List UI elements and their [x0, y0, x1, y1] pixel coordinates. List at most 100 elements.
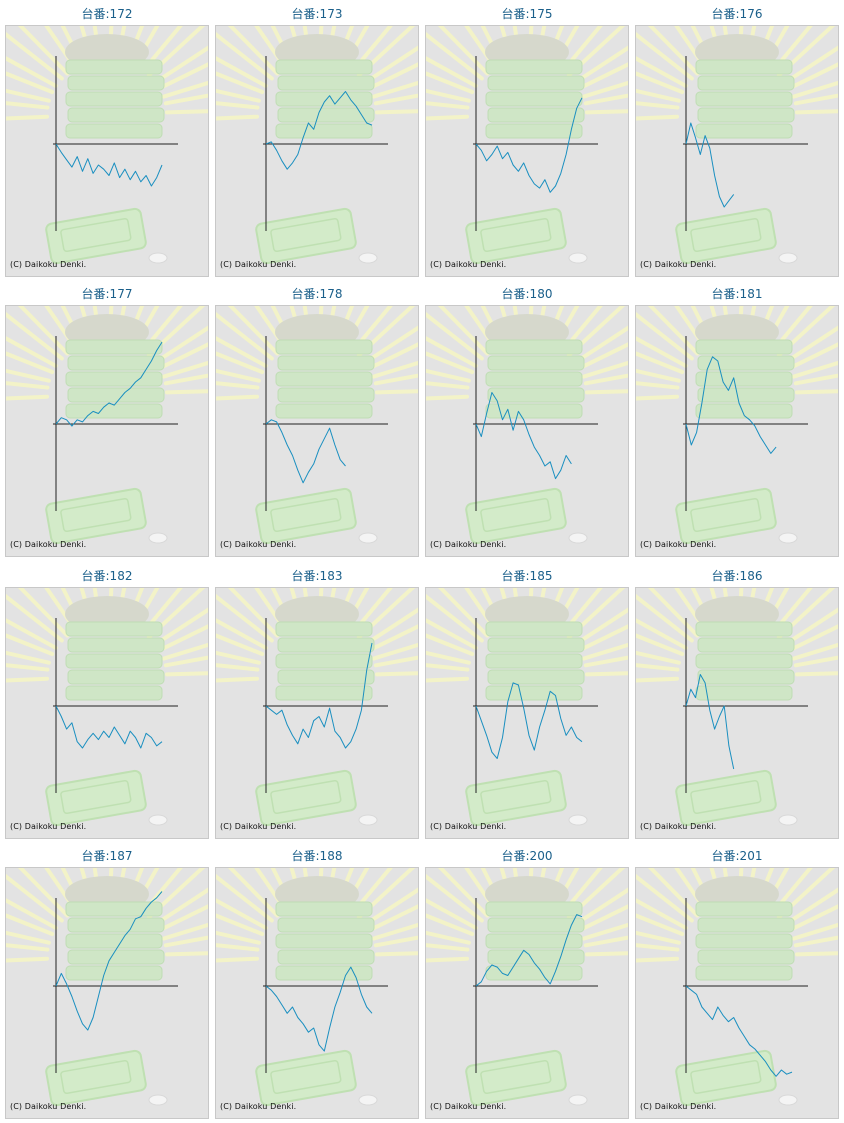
sunburst-ray — [6, 71, 55, 95]
sunburst-ray — [6, 956, 50, 963]
chart-card: 台番:183 (C) Daikoku Denki. — [215, 564, 419, 840]
chart-title[interactable]: 台番:186 — [711, 569, 763, 583]
background-illustration — [636, 306, 838, 545]
series-line — [685, 985, 793, 1077]
tray-stack-shape — [67, 637, 165, 653]
sunburst-ray — [783, 45, 838, 85]
sunburst-ray — [636, 874, 694, 923]
chart-title[interactable]: 台番:177 — [81, 287, 133, 301]
chart-title[interactable]: 台番:185 — [501, 569, 553, 583]
chart-card: 台番:180 (C) Daikoku Denki. — [425, 282, 629, 558]
tray-stack-shape — [695, 59, 793, 75]
line-chart — [683, 56, 808, 231]
coin-shape — [148, 814, 168, 826]
chart-panel: (C) Daikoku Denki. — [215, 305, 419, 557]
sunburst-ray — [636, 56, 688, 88]
bottom-tray-inner — [480, 780, 552, 815]
sunburst-ray — [6, 650, 51, 665]
sunburst-ray — [573, 45, 628, 85]
chart-title[interactable]: 台番:188 — [291, 849, 343, 863]
tray-stack-shape — [65, 339, 163, 355]
tray-stack-shape — [275, 933, 373, 949]
tray-stack-shape — [67, 355, 165, 371]
bottom-tray-shape — [255, 487, 357, 545]
sunburst-ray — [584, 671, 628, 677]
chart-title[interactable]: 台番:183 — [291, 569, 343, 583]
sunburst-ray — [426, 594, 484, 643]
sunburst-ray — [636, 913, 685, 937]
chart-title[interactable]: 台番:201 — [711, 849, 763, 863]
background-illustration — [216, 26, 418, 265]
bottom-tray-shape — [675, 769, 777, 827]
bottom-tray-shape — [675, 487, 777, 545]
tray-stack-shape — [485, 123, 583, 139]
bottom-tray-inner — [270, 780, 342, 815]
series-line — [475, 914, 583, 987]
sunburst-ray — [636, 676, 680, 683]
sunburst-ray — [636, 336, 688, 368]
tray-stack-shape — [275, 403, 373, 419]
tray-stack-shape — [67, 75, 165, 91]
chart-panel: (C) Daikoku Denki. — [5, 305, 209, 557]
line-chart — [263, 898, 388, 1073]
sunburst-ray — [153, 325, 208, 365]
sunburst-ray — [6, 368, 51, 383]
tray-stack-shape — [275, 621, 373, 637]
sunburst-ray — [6, 336, 58, 368]
tray-stack-shape — [697, 107, 795, 123]
tray-stack-shape — [695, 653, 793, 669]
sunburst-ray — [793, 93, 838, 106]
tray-stack-shape — [697, 669, 795, 685]
sunburst-ray — [791, 642, 838, 661]
sunburst-ray — [426, 874, 484, 923]
tray-stack-shape — [277, 949, 375, 965]
tray-stack-shape — [487, 355, 585, 371]
sunburst-ray — [426, 368, 471, 383]
chart-title[interactable]: 台番:182 — [81, 569, 133, 583]
chart-title[interactable]: 台番:178 — [291, 287, 343, 301]
chart-title[interactable]: 台番:175 — [501, 7, 553, 21]
bottom-tray-inner — [690, 780, 762, 815]
sunburst-ray — [216, 394, 260, 401]
sunburst-ray — [373, 935, 418, 948]
sunburst-ray — [227, 868, 280, 918]
sunburst-ray — [426, 676, 470, 683]
sunburst-ray — [583, 655, 628, 668]
sunburst-ray — [157, 624, 208, 653]
bottom-tray-inner — [60, 780, 132, 815]
background-illustration — [636, 588, 838, 827]
chart-card: 台番:182 (C) Daikoku Denki. — [5, 564, 209, 840]
chart-panel: (C) Daikoku Denki. — [5, 25, 209, 277]
sunburst-ray — [647, 306, 700, 356]
sunburst-ray — [636, 394, 680, 401]
chart-title[interactable]: 台番:173 — [291, 7, 343, 21]
sunburst-ray — [647, 588, 700, 638]
sunburst-ray — [636, 594, 694, 643]
tray-stack-shape — [275, 901, 373, 917]
sunburst-ray — [577, 342, 628, 371]
chart-title[interactable]: 台番:176 — [711, 7, 763, 21]
line-chart — [473, 336, 598, 511]
tray-stack-shape — [697, 637, 795, 653]
chart-title[interactable]: 台番:181 — [711, 287, 763, 301]
sunburst-ray — [153, 45, 208, 85]
line-chart — [473, 56, 598, 231]
sunburst-ray — [216, 56, 268, 88]
sunburst-ray — [374, 951, 418, 957]
bottom-tray-inner — [270, 1060, 342, 1095]
tray-stack-shape — [275, 59, 373, 75]
chart-panel: (C) Daikoku Denki. — [425, 25, 629, 277]
chart-title[interactable]: 台番:180 — [501, 287, 553, 301]
chart-title[interactable]: 台番:200 — [501, 849, 553, 863]
sunburst-ray — [216, 351, 265, 375]
sunburst-ray — [6, 874, 64, 923]
chart-title[interactable]: 台番:172 — [81, 7, 133, 21]
sunburst-ray — [426, 71, 475, 95]
sunburst-ray — [371, 360, 418, 379]
sunburst-ray — [153, 887, 208, 927]
sunburst-ray — [787, 624, 838, 653]
tray-stack-shape — [65, 621, 163, 637]
chart-title[interactable]: 台番:187 — [81, 849, 133, 863]
chart-card: 台番:188 (C) Daikoku Denki. — [215, 844, 419, 1120]
sunburst-ray — [6, 101, 50, 110]
